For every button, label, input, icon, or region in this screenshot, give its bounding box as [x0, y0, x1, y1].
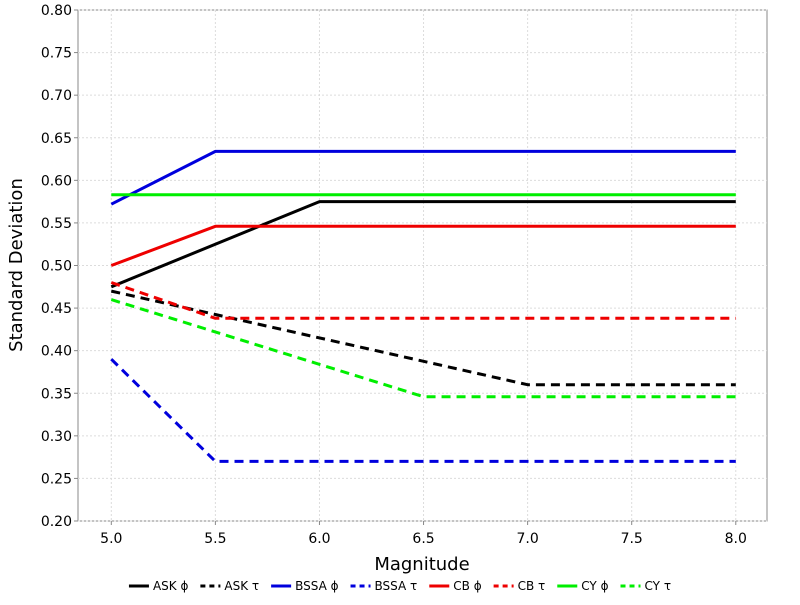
series-line: [110, 149, 736, 206]
series-layer: [110, 149, 736, 463]
y-tick-label: 0.30: [41, 429, 72, 445]
x-tick-label: 6.0: [308, 531, 330, 547]
series-line: [110, 289, 736, 387]
y-tick-label: 0.70: [41, 88, 72, 104]
legend-item: CB τ: [493, 579, 546, 593]
y-tick-label: 0.35: [41, 386, 72, 402]
grid-layer: [78, 9, 767, 522]
y-axis-title: Standard Deviation: [6, 178, 27, 352]
y-tick-label: 0.40: [41, 344, 72, 360]
legend-item: ASK τ: [200, 579, 259, 593]
legend-label: CB ϕ: [453, 579, 481, 593]
y-tick-label: 0.65: [41, 131, 72, 147]
legend-item: BSSA τ: [350, 579, 418, 593]
legend-label: CY τ: [645, 579, 672, 593]
legend-label: CY ϕ: [581, 579, 608, 593]
y-tick-label: 0.20: [41, 514, 72, 530]
series-line: [110, 200, 736, 289]
legend-item: BSSA ϕ: [271, 579, 339, 593]
series-line: [110, 281, 736, 320]
legend-item: CB ϕ: [429, 579, 482, 593]
y-tick-label: 0.60: [41, 173, 72, 189]
legend-item: CY τ: [620, 579, 672, 593]
legend-item: CY ϕ: [557, 579, 609, 593]
y-tick-label: 0.45: [41, 301, 72, 317]
x-tick-label: 5.5: [204, 531, 226, 547]
legend-label: ASK τ: [224, 579, 259, 593]
legend: ASK ϕ ASK τ BSSA ϕ BSSA τ CB ϕ CB τ CY ϕ CY τ: [128, 579, 672, 593]
y-tick-label: 0.80: [41, 3, 72, 19]
y-axis-ticks: 0.20 0.25 0.30 0.35 0.40 0.45 0.50 0.55 0.60 0.65…: [41, 3, 78, 530]
x-tick-label: 5.0: [100, 531, 122, 547]
x-axis-ticks: 5.0 5.5 6.0 6.5 7.0 7.5 8.0: [100, 521, 747, 547]
legend-label: BSSA τ: [375, 579, 418, 593]
x-tick-label: 7.5: [621, 531, 643, 547]
series-line: [110, 298, 736, 399]
y-tick-label: 0.75: [41, 46, 72, 62]
series-line: [110, 224, 736, 267]
series-line: [110, 358, 736, 463]
y-tick-label: 0.55: [41, 216, 72, 232]
x-tick-label: 7.0: [516, 531, 538, 547]
x-tick-label: 6.5: [412, 531, 434, 547]
x-tick-label: 8.0: [725, 531, 747, 547]
y-tick-label: 0.50: [41, 259, 72, 275]
legend-label: ASK ϕ: [153, 579, 189, 593]
legend-label: BSSA ϕ: [295, 579, 339, 593]
y-tick-label: 0.25: [41, 471, 72, 487]
legend-label: CB τ: [518, 579, 546, 593]
x-axis-title: Magnitude: [374, 554, 469, 575]
legend-item: ASK ϕ: [128, 579, 189, 593]
